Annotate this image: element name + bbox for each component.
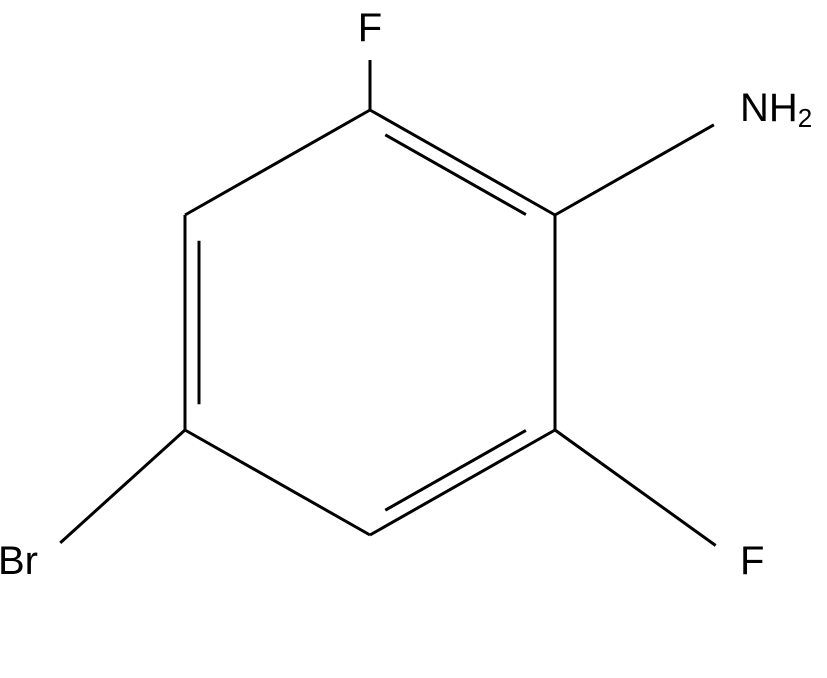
bond — [370, 110, 555, 215]
atom-label-f2: F — [740, 539, 764, 583]
atom-label-n: NH2 — [740, 86, 812, 133]
bond — [385, 135, 526, 215]
atom-label-br: Br — [0, 539, 38, 583]
bond — [185, 430, 370, 535]
bond — [385, 430, 526, 510]
bond — [555, 430, 716, 545]
bond — [555, 125, 714, 215]
bond — [60, 430, 185, 543]
molecule-diagram: NH2 F F Br — [0, 0, 827, 678]
atom-label-f1: F — [358, 6, 382, 50]
bond — [185, 110, 370, 215]
bond — [370, 430, 555, 535]
